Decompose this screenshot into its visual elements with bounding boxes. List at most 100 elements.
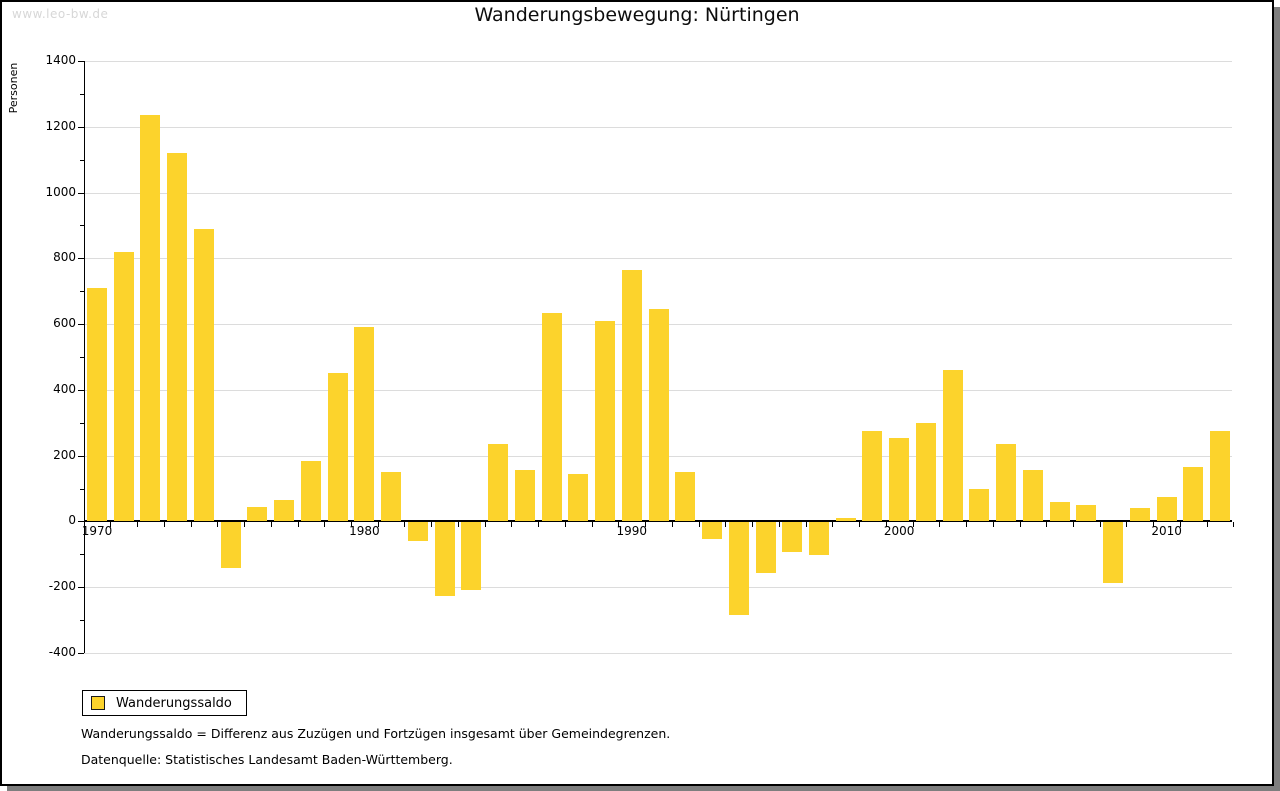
x-axis-tick (939, 522, 941, 527)
x-axis-tick (511, 522, 513, 527)
x-axis-tick (966, 522, 968, 527)
bar-1992 (675, 472, 696, 521)
x-axis-tick (671, 522, 673, 527)
x-axis-tick (1046, 522, 1048, 527)
y-major-tick (78, 653, 84, 654)
chart-title: Wanderungsbewegung: Nürtingen (474, 4, 800, 26)
bar-1972 (140, 115, 161, 521)
bar-1980 (354, 327, 375, 521)
y-tick-label--200: -200 (48, 579, 76, 593)
bar-1974 (193, 229, 214, 521)
y-minor-tick (80, 225, 84, 226)
y-major-tick (78, 456, 84, 457)
bar-1991 (648, 309, 669, 521)
bar-1987 (541, 313, 562, 521)
x-axis-tick (564, 522, 566, 527)
x-tick-label-2000: 2000 (883, 524, 915, 538)
bar-2011 (1183, 467, 1204, 521)
y-minor-tick (80, 357, 84, 358)
x-axis-tick (457, 522, 459, 527)
gridline-800 (84, 258, 1232, 259)
y-major-tick (78, 258, 84, 259)
gridline-1400 (84, 61, 1232, 62)
x-axis-tick (217, 522, 219, 527)
bar-1981 (381, 472, 402, 521)
legend-swatch-icon (91, 696, 105, 710)
bar-1998 (835, 518, 856, 521)
bar-1976 (247, 507, 268, 521)
bar-1997 (808, 522, 829, 555)
x-axis-tick (885, 522, 887, 527)
x-axis-tick (163, 522, 165, 527)
bar-1983 (434, 522, 455, 596)
y-axis-line (84, 61, 85, 653)
y-minor-tick (80, 554, 84, 555)
bar-2010 (1156, 497, 1177, 521)
bar-1984 (461, 522, 482, 590)
y-tick-label-1200: 1200 (45, 119, 76, 133)
bar-1971 (113, 252, 134, 521)
y-minor-tick (80, 423, 84, 424)
watermark: www.leo-bw.de (12, 7, 109, 21)
plot-area: 1970 1980 1990 2000 2010 (78, 61, 1235, 654)
bar-1995 (755, 522, 776, 573)
x-axis-tick (832, 522, 834, 527)
y-minor-tick (80, 94, 84, 95)
y-axis-title: Personen (7, 62, 20, 114)
y-minor-tick (80, 620, 84, 621)
bar-1978 (300, 461, 321, 521)
x-axis-tick (778, 522, 780, 527)
y-tick-label-1400: 1400 (45, 53, 76, 67)
y-major-tick (78, 587, 84, 588)
bar-1990 (621, 270, 642, 521)
x-tick-label-1980: 1980 (349, 524, 380, 538)
x-axis-tick (538, 522, 540, 527)
bar-1993 (702, 522, 723, 539)
bar-2008 (1103, 522, 1124, 583)
x-axis-tick (137, 522, 139, 527)
x-axis-tick (912, 522, 914, 527)
x-axis-tick (377, 522, 379, 527)
y-tick-label-600: 600 (53, 316, 76, 330)
x-axis-tick (805, 522, 807, 527)
x-axis-tick (645, 522, 647, 527)
y-major-tick (78, 521, 84, 522)
bar-2004 (996, 444, 1017, 521)
x-axis-tick (324, 522, 326, 527)
x-axis-tick (725, 522, 727, 527)
y-tick-label-400: 400 (53, 382, 76, 396)
y-tick-label-200: 200 (53, 448, 76, 462)
y-tick-label--400: -400 (48, 645, 76, 659)
y-minor-tick (80, 291, 84, 292)
gridline-1200 (84, 127, 1232, 128)
bar-2006 (1049, 502, 1070, 521)
bar-2002 (942, 370, 963, 521)
bar-2005 (1022, 470, 1043, 521)
x-axis-tick (404, 522, 406, 527)
bar-2012 (1210, 431, 1231, 521)
bar-1999 (862, 431, 883, 521)
x-axis-tick (270, 522, 272, 527)
y-minor-tick (80, 489, 84, 490)
x-axis-tick (110, 522, 112, 527)
x-axis-tick (698, 522, 700, 527)
x-axis-tick (618, 522, 620, 527)
y-minor-tick (80, 160, 84, 161)
x-axis-tick (1019, 522, 1021, 527)
x-axis-tick (1126, 522, 1128, 527)
y-major-tick (78, 127, 84, 128)
bar-2009 (1129, 508, 1150, 521)
bar-1989 (595, 321, 616, 521)
x-axis-tick (1153, 522, 1155, 527)
y-tick-label-1000: 1000 (45, 185, 76, 199)
y-major-tick (78, 193, 84, 194)
bar-2003 (969, 489, 990, 521)
x-axis-tick (1099, 522, 1101, 527)
x-axis-tick (1233, 522, 1235, 527)
bar-1996 (782, 522, 803, 552)
bar-2001 (915, 423, 936, 521)
gridline--200 (84, 587, 1232, 588)
bar-1975 (220, 522, 241, 568)
bar-1994 (728, 522, 749, 615)
